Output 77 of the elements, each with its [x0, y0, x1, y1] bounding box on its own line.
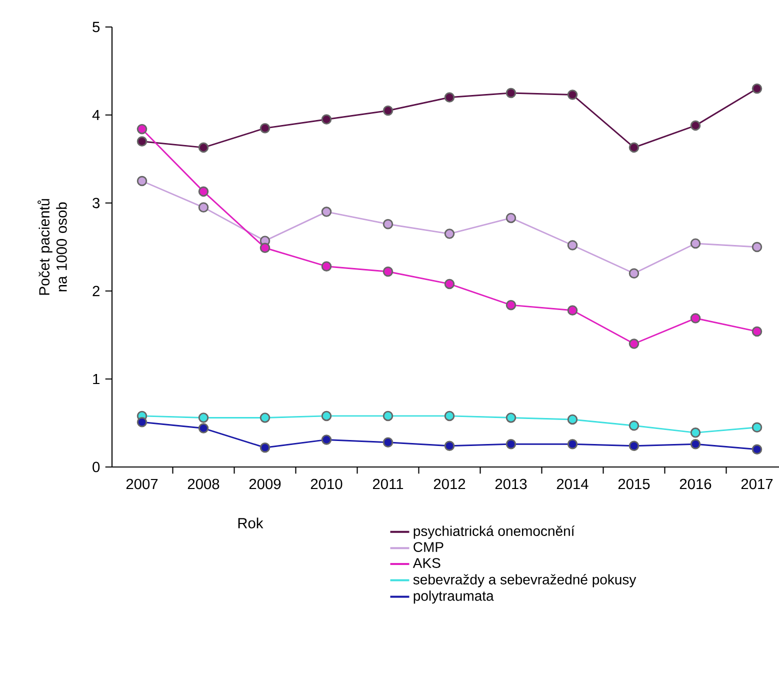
- y-tick-label: 2: [92, 286, 100, 296]
- point: [690, 120, 701, 131]
- point: [752, 422, 762, 433]
- point: [690, 238, 701, 249]
- point: [382, 218, 394, 230]
- point: [628, 142, 640, 153]
- legend-label: CMP: [414, 542, 444, 552]
- point: [567, 240, 578, 250]
- point: [136, 136, 148, 147]
- x-tick-label: 2012: [434, 478, 466, 490]
- point: [752, 242, 762, 252]
- y-tick-label: 5: [92, 22, 100, 32]
- x-tick-label: 2008: [188, 478, 220, 490]
- legend-label: psychiatrická onemocnění: [414, 526, 575, 539]
- point: [506, 438, 516, 450]
- point: [321, 261, 332, 272]
- point: [690, 438, 701, 450]
- x-tick-label: 2013: [495, 478, 527, 490]
- point: [260, 442, 270, 453]
- point: [136, 176, 148, 186]
- point: [260, 412, 270, 423]
- point: [628, 338, 640, 349]
- x-tick-label: 2017: [741, 478, 773, 490]
- y-tick-label: 0: [92, 462, 100, 472]
- point: [444, 228, 455, 239]
- point: [628, 440, 640, 452]
- point: [198, 202, 209, 213]
- point: [382, 437, 394, 448]
- y-axis-title: Počet pacientů na 1000 osob: [38, 199, 67, 295]
- point: [628, 268, 640, 279]
- point: [444, 440, 455, 452]
- point: [506, 300, 516, 310]
- point: [321, 434, 332, 445]
- x-tick-label: 2016: [680, 478, 712, 490]
- point: [506, 88, 516, 98]
- x-tick-label: 2009: [249, 478, 281, 490]
- y-tick-label: 4: [92, 110, 100, 120]
- point: [567, 305, 578, 316]
- point: [506, 412, 516, 423]
- point: [321, 410, 332, 422]
- point: [321, 114, 332, 125]
- legend-label: polytraumata: [414, 590, 494, 604]
- point: [690, 313, 701, 324]
- point: [567, 438, 578, 450]
- point: [260, 123, 270, 134]
- x-axis-title: Rok: [238, 518, 264, 528]
- point: [382, 410, 394, 422]
- y-tick-label: 1: [93, 374, 100, 384]
- point: [198, 142, 209, 153]
- point: [752, 444, 762, 455]
- point: [567, 414, 578, 425]
- point: [690, 428, 701, 438]
- point: [444, 410, 455, 422]
- point: [321, 206, 332, 217]
- point: [382, 266, 394, 277]
- x-tick-label: 2010: [310, 478, 342, 490]
- point: [382, 105, 394, 116]
- point: [198, 412, 209, 423]
- x-tick-label: 2007: [126, 478, 158, 490]
- point: [444, 278, 455, 290]
- legend-label: sebevraždy a sebevražedné pokusy: [413, 574, 636, 588]
- y-tick-label: 3: [92, 198, 100, 208]
- legend-label: AKS: [412, 558, 440, 568]
- x-tick-label: 2014: [556, 478, 588, 490]
- point: [506, 212, 516, 224]
- point: [752, 83, 762, 94]
- point: [444, 92, 455, 103]
- point: [628, 420, 640, 431]
- point: [260, 242, 270, 254]
- x-tick-label: 2011: [372, 478, 404, 490]
- x-tick-label: 2015: [618, 478, 650, 490]
- point: [752, 326, 762, 337]
- point: [136, 416, 148, 428]
- point: [567, 90, 578, 100]
- point: [136, 124, 148, 134]
- point: [198, 423, 209, 434]
- point: [198, 186, 209, 197]
